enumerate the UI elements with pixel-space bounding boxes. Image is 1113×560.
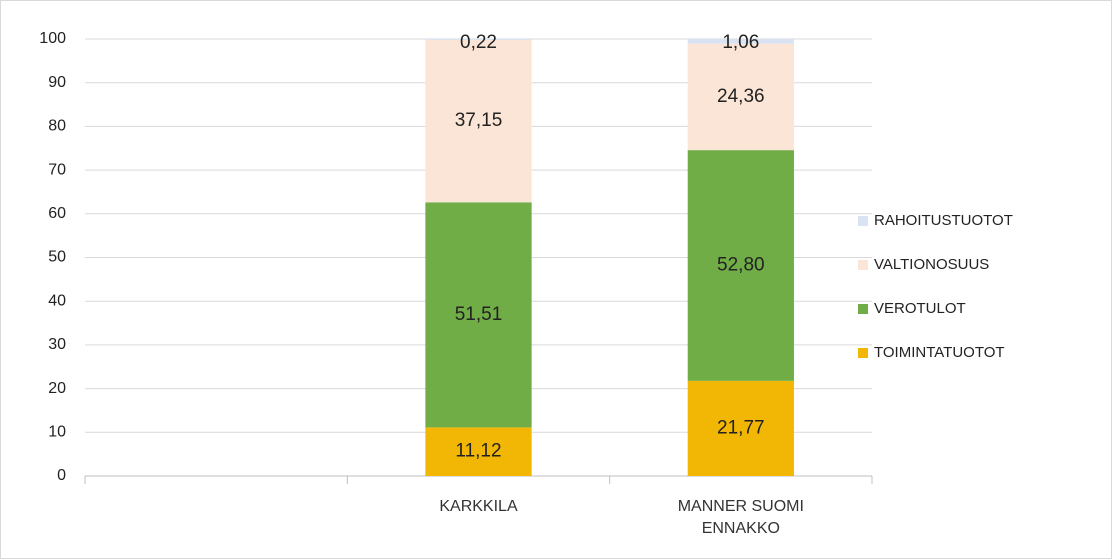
y-tick-label: 60	[48, 205, 66, 222]
data-label: 0,22	[460, 32, 497, 53]
data-label: 11,12	[455, 441, 501, 462]
y-tick-label: 80	[48, 118, 66, 135]
bar-segment	[687, 39, 794, 44]
bar-segment	[425, 39, 532, 203]
legend-label: VEROTULOT	[874, 300, 966, 317]
x-tick-label: KARKKILA	[439, 498, 518, 515]
data-label: 1,06	[722, 32, 759, 53]
data-label: 51,51	[455, 304, 503, 325]
y-tick-label: 0	[57, 467, 66, 484]
y-tick-label: 50	[48, 249, 66, 266]
bar-segment	[687, 43, 794, 151]
y-tick-label: 40	[48, 292, 66, 309]
data-label: 37,15	[455, 110, 503, 131]
legend-label: VALTIONOSUUS	[874, 256, 989, 273]
data-label: 52,80	[717, 255, 765, 276]
data-label: 21,77	[717, 417, 765, 438]
y-tick-label: 10	[48, 424, 66, 441]
y-tick-label: 30	[48, 336, 66, 353]
bar-segment	[425, 427, 532, 476]
bar-segment	[425, 202, 532, 428]
bar-segment	[425, 39, 532, 40]
y-tick-label: 90	[48, 74, 66, 91]
legend-swatch	[858, 216, 868, 226]
y-tick-label: 70	[48, 161, 66, 178]
legend-swatch	[858, 348, 868, 358]
legend-swatch	[858, 260, 868, 270]
x-tick-label: MANNER SUOMI ENNAKKO	[677, 498, 804, 537]
legend-label: RAHOITUSTUOTOT	[874, 212, 1013, 229]
y-tick-label: 20	[48, 380, 66, 397]
bar-segment	[687, 150, 794, 381]
legend-swatch	[858, 304, 868, 314]
legend-label: TOIMINTATUOTOT	[874, 344, 1005, 361]
bar-segment	[687, 380, 794, 476]
y-tick-label: 100	[39, 30, 66, 47]
data-label: 24,36	[717, 86, 765, 107]
